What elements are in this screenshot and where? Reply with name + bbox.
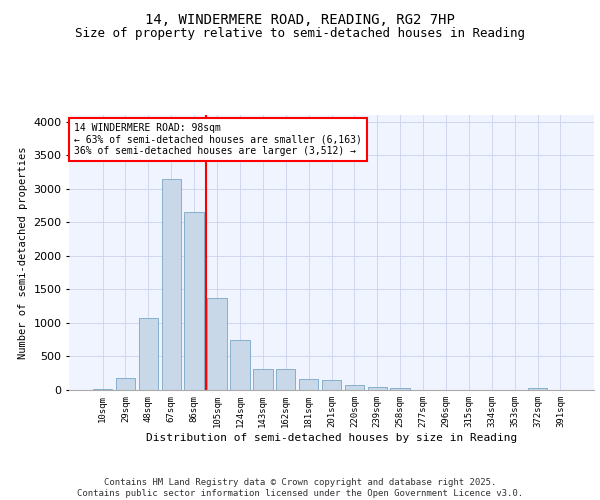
Bar [93, 388, 112, 390]
Bar [161, 178, 181, 390]
Bar [322, 380, 341, 390]
Bar [276, 369, 295, 390]
Bar [208, 298, 227, 390]
Bar [139, 318, 158, 390]
Bar [528, 388, 547, 390]
Text: 14 WINDERMERE ROAD: 98sqm
← 63% of semi-detached houses are smaller (6,163)
36% : 14 WINDERMERE ROAD: 98sqm ← 63% of semi-… [74, 123, 362, 156]
Bar [391, 388, 410, 390]
X-axis label: Distribution of semi-detached houses by size in Reading: Distribution of semi-detached houses by … [146, 432, 517, 442]
Bar [184, 212, 204, 390]
Text: Contains HM Land Registry data © Crown copyright and database right 2025.
Contai: Contains HM Land Registry data © Crown c… [77, 478, 523, 498]
Bar [116, 378, 135, 390]
Bar [344, 386, 364, 390]
Bar [253, 368, 272, 390]
Bar [368, 388, 387, 390]
Bar [230, 340, 250, 390]
Y-axis label: Number of semi-detached properties: Number of semi-detached properties [17, 146, 28, 359]
Bar [299, 380, 319, 390]
Text: 14, WINDERMERE ROAD, READING, RG2 7HP: 14, WINDERMERE ROAD, READING, RG2 7HP [145, 12, 455, 26]
Text: Size of property relative to semi-detached houses in Reading: Size of property relative to semi-detach… [75, 28, 525, 40]
